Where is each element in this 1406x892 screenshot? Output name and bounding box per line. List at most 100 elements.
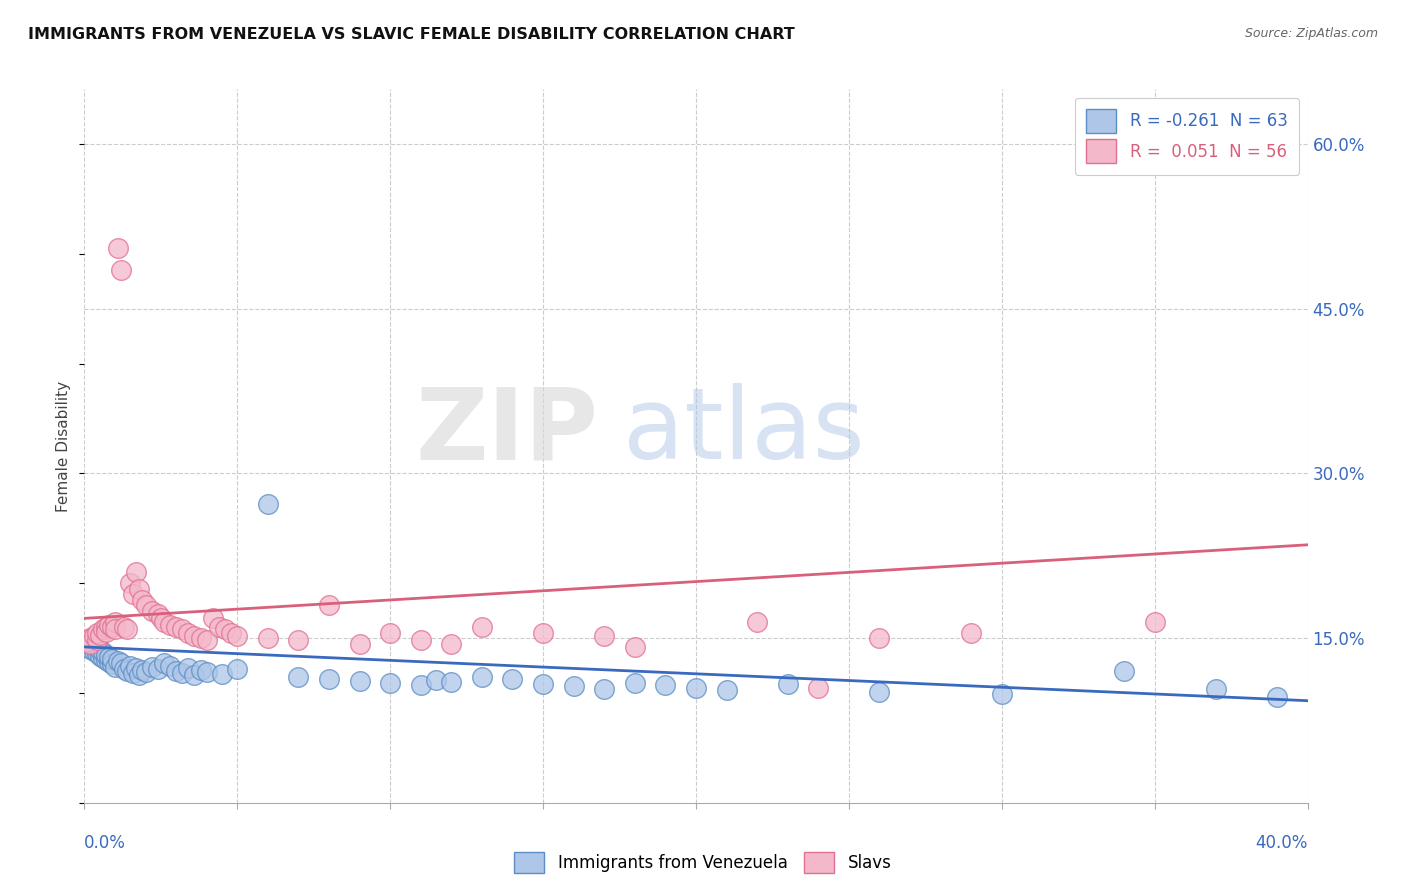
Point xyxy=(76,634,98,648)
Point xyxy=(1205,681,1227,696)
Point xyxy=(153,657,176,671)
Point xyxy=(1143,615,1166,629)
Point xyxy=(177,625,200,640)
Point xyxy=(89,628,111,642)
Text: atlas: atlas xyxy=(623,384,865,480)
Point xyxy=(101,657,124,672)
Point xyxy=(159,618,181,632)
Point xyxy=(120,658,142,673)
Point xyxy=(349,637,371,651)
Point xyxy=(94,653,117,667)
Point xyxy=(211,667,233,681)
Point xyxy=(83,644,105,658)
Point xyxy=(94,648,117,662)
Point xyxy=(97,618,120,632)
Point xyxy=(165,664,187,678)
Point xyxy=(112,662,135,676)
Point xyxy=(349,673,371,688)
Point xyxy=(153,615,176,629)
Point xyxy=(104,659,127,673)
Point xyxy=(135,598,157,612)
Point xyxy=(97,649,120,664)
Point xyxy=(685,681,707,695)
Point xyxy=(425,673,447,687)
Point xyxy=(165,620,187,634)
Point xyxy=(190,631,212,645)
Point xyxy=(716,682,738,697)
Legend: R = -0.261  N = 63, R =  0.051  N = 56: R = -0.261 N = 63, R = 0.051 N = 56 xyxy=(1074,97,1299,175)
Point xyxy=(104,623,127,637)
Point xyxy=(593,681,616,696)
Point xyxy=(747,615,769,629)
Point xyxy=(128,668,150,682)
Point xyxy=(79,631,101,645)
Point xyxy=(79,637,101,651)
Text: 40.0%: 40.0% xyxy=(1256,834,1308,852)
Point xyxy=(440,637,463,651)
Point xyxy=(226,662,249,676)
Legend: Immigrants from Venezuela, Slavs: Immigrants from Venezuela, Slavs xyxy=(508,846,898,880)
Point xyxy=(190,663,212,677)
Point xyxy=(869,631,891,645)
Point xyxy=(409,633,432,648)
Point xyxy=(195,665,218,680)
Point xyxy=(115,664,138,678)
Text: ZIP: ZIP xyxy=(415,384,598,480)
Point xyxy=(380,625,402,640)
Point xyxy=(869,685,891,699)
Point xyxy=(1114,664,1136,678)
Point xyxy=(149,611,172,625)
Point xyxy=(177,661,200,675)
Point xyxy=(593,629,616,643)
Point xyxy=(201,611,224,625)
Point xyxy=(257,631,280,645)
Point xyxy=(172,623,194,637)
Point xyxy=(146,607,169,621)
Point xyxy=(91,623,114,637)
Point xyxy=(107,241,129,255)
Point xyxy=(960,625,983,640)
Point xyxy=(89,648,111,663)
Point xyxy=(195,633,218,648)
Point xyxy=(83,639,105,653)
Point xyxy=(86,625,108,640)
Point xyxy=(112,620,135,634)
Point xyxy=(122,587,145,601)
Point xyxy=(318,598,340,612)
Point xyxy=(226,629,249,643)
Point xyxy=(79,642,101,657)
Point xyxy=(172,666,194,681)
Point xyxy=(380,676,402,690)
Point xyxy=(128,582,150,596)
Point xyxy=(125,661,148,675)
Point xyxy=(440,675,463,690)
Point xyxy=(131,592,153,607)
Point xyxy=(624,676,647,690)
Point xyxy=(89,643,111,657)
Point xyxy=(471,669,494,683)
Text: IMMIGRANTS FROM VENEZUELA VS SLAVIC FEMALE DISABILITY CORRELATION CHART: IMMIGRANTS FROM VENEZUELA VS SLAVIC FEMA… xyxy=(28,27,794,42)
Point xyxy=(159,658,181,673)
Point xyxy=(219,625,242,640)
Point xyxy=(257,497,280,511)
Point xyxy=(208,620,231,634)
Point xyxy=(110,657,132,671)
Point xyxy=(91,651,114,665)
Point xyxy=(101,620,124,634)
Point xyxy=(146,662,169,676)
Point xyxy=(562,680,585,694)
Point xyxy=(86,640,108,655)
Point xyxy=(86,647,108,661)
Point xyxy=(83,629,105,643)
Point xyxy=(654,678,676,692)
Point xyxy=(135,665,157,680)
Point xyxy=(471,620,494,634)
Point xyxy=(94,624,117,639)
Point xyxy=(79,637,101,651)
Point xyxy=(107,654,129,668)
Point xyxy=(409,678,432,692)
Point xyxy=(531,625,554,640)
Point xyxy=(125,566,148,580)
Point xyxy=(531,677,554,691)
Point xyxy=(502,672,524,686)
